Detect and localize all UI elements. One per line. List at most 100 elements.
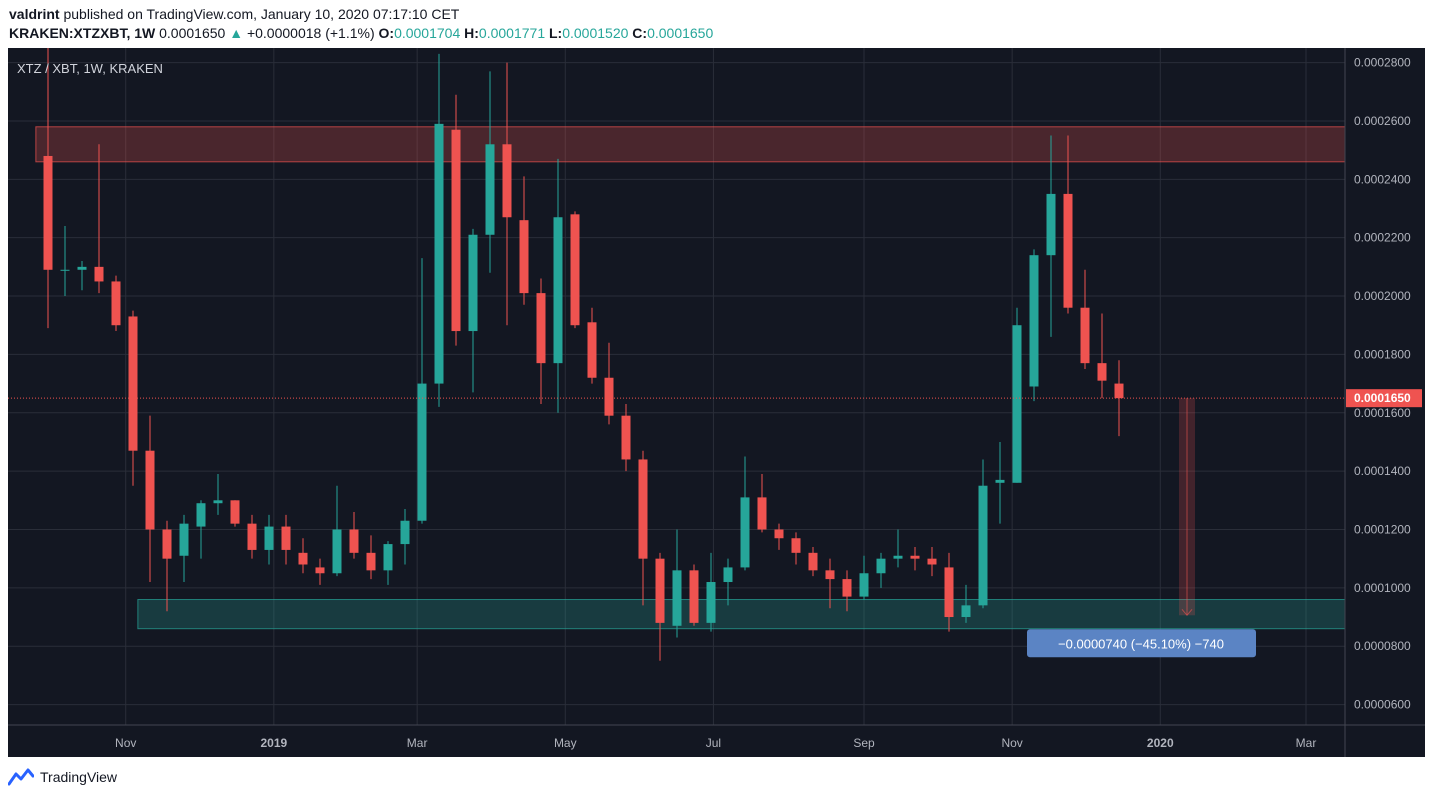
candle-body	[247, 523, 257, 550]
candle[interactable]	[264, 514, 274, 565]
candle-body	[1080, 307, 1090, 364]
candle-body	[944, 567, 954, 618]
candle[interactable]	[604, 342, 614, 425]
y-tick-label: 0.0002800	[1354, 56, 1411, 70]
candle[interactable]	[213, 474, 223, 515]
candle[interactable]	[111, 275, 121, 332]
candle[interactable]	[706, 552, 716, 632]
candle[interactable]	[655, 552, 665, 661]
y-tick-label: 0.0001600	[1354, 406, 1411, 420]
y-tick-label: 0.0001200	[1354, 522, 1411, 536]
candle[interactable]	[757, 474, 767, 533]
candle[interactable]	[638, 450, 648, 606]
x-tick-label: 2019	[261, 736, 288, 750]
candle[interactable]	[400, 509, 410, 565]
candle[interactable]	[468, 228, 478, 393]
candle[interactable]	[162, 520, 172, 612]
candle[interactable]	[417, 258, 427, 524]
candle[interactable]	[621, 404, 631, 472]
candle[interactable]	[298, 538, 308, 574]
candle[interactable]	[791, 532, 801, 565]
candle[interactable]	[281, 514, 291, 565]
candle[interactable]	[995, 441, 1005, 524]
candle-body	[162, 529, 172, 559]
candle-body	[553, 217, 563, 364]
candle[interactable]	[60, 226, 70, 297]
candle[interactable]	[128, 310, 138, 486]
candle[interactable]	[179, 514, 189, 583]
candle[interactable]	[332, 485, 342, 577]
grid-lines	[8, 48, 1345, 725]
x-tick-label: Nov	[1001, 736, 1022, 750]
candle[interactable]	[1080, 269, 1090, 369]
candle[interactable]	[570, 211, 580, 329]
measure-label: −0.0000740 (−45.10%) −740	[1058, 636, 1224, 651]
candle[interactable]	[910, 546, 920, 571]
candle[interactable]	[77, 261, 87, 291]
candle[interactable]	[808, 546, 818, 577]
candle[interactable]	[196, 500, 206, 559]
candle-body	[332, 529, 342, 574]
candle[interactable]	[1097, 313, 1107, 399]
candle[interactable]	[145, 415, 155, 583]
candle[interactable]	[451, 94, 461, 346]
price-axis[interactable]: 0.0002800 0.0002600 0.0002400 0.0002200 0.00…	[1354, 56, 1411, 712]
zones-layer	[35, 126, 1346, 630]
candle[interactable]	[315, 558, 325, 585]
author-name[interactable]: valdrint	[9, 6, 60, 22]
candle[interactable]	[876, 552, 886, 588]
candle[interactable]	[944, 552, 954, 632]
candle[interactable]	[1046, 135, 1056, 337]
candle[interactable]	[978, 459, 988, 609]
candle[interactable]	[247, 514, 257, 559]
candle[interactable]	[740, 456, 750, 571]
candle[interactable]	[859, 555, 869, 600]
candle[interactable]	[230, 500, 240, 527]
close-label: C:	[632, 25, 648, 41]
candle[interactable]	[502, 62, 512, 326]
candle-body	[519, 220, 529, 294]
y-tick-label: 0.0002200	[1354, 231, 1411, 245]
resistance-zone[interactable]	[35, 126, 1346, 163]
candle-body	[128, 316, 138, 451]
candle[interactable]	[43, 48, 53, 329]
candle[interactable]	[349, 511, 359, 559]
candle-body	[655, 558, 665, 623]
candle-body	[179, 523, 189, 556]
time-axis[interactable]: Nov 2019 Mar May Jul Sep Nov 2020 Mar	[115, 736, 1316, 750]
candle[interactable]	[672, 529, 682, 638]
support-zone[interactable]	[137, 599, 1346, 630]
candle-body	[825, 570, 835, 580]
candle-body	[94, 266, 104, 282]
candle[interactable]	[536, 278, 546, 405]
candle-body	[485, 144, 495, 235]
candle[interactable]	[383, 541, 393, 585]
footer-brand[interactable]: TradingView	[8, 768, 117, 786]
candle[interactable]	[927, 546, 937, 577]
candle[interactable]	[825, 558, 835, 609]
candle[interactable]	[553, 158, 563, 413]
candle[interactable]	[94, 144, 104, 294]
candle-body	[400, 520, 410, 545]
candle[interactable]	[519, 176, 529, 305]
candle[interactable]	[1029, 249, 1039, 402]
high-value: 0.0001771	[478, 25, 546, 41]
candle[interactable]	[1063, 135, 1073, 314]
candle[interactable]	[893, 529, 903, 568]
candle-body	[383, 544, 393, 571]
candle[interactable]	[723, 558, 733, 606]
candle-body	[451, 129, 461, 332]
candle[interactable]	[774, 523, 784, 550]
candle-body	[60, 269, 70, 271]
candle[interactable]	[1012, 307, 1022, 483]
candle[interactable]	[689, 564, 699, 626]
candle[interactable]	[434, 53, 444, 407]
candle[interactable]	[366, 535, 376, 580]
candle[interactable]	[842, 570, 852, 612]
candle-body	[111, 281, 121, 326]
candle[interactable]	[961, 584, 971, 623]
candle[interactable]	[587, 307, 597, 384]
candle[interactable]	[485, 71, 495, 273]
candle-body	[621, 415, 631, 460]
